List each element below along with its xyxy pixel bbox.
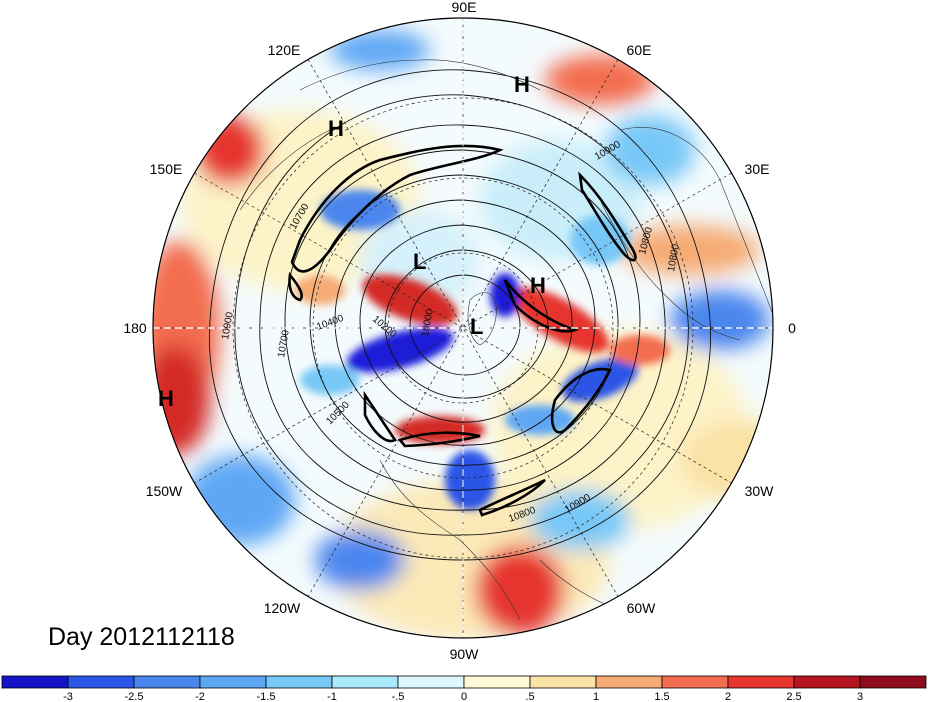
- colorbar-swatch: [1, 675, 69, 689]
- colorbar-tick-label: -2: [195, 691, 205, 702]
- pressure-center-h: H: [514, 72, 530, 97]
- lon-label-60w: 60W: [627, 600, 657, 616]
- colorbar-swatch: [331, 675, 399, 689]
- colorbar-swatch: [265, 675, 333, 689]
- pressure-center-h: H: [530, 273, 546, 298]
- colorbar-tick-label: -.5: [392, 691, 405, 702]
- lon-label-150w: 150W: [146, 483, 183, 499]
- lon-label-30e: 30E: [745, 161, 770, 177]
- pressure-centers: H H L H L H: [158, 72, 546, 411]
- colorbar-tick-label: 0: [461, 691, 467, 702]
- pressure-center-l: L: [413, 249, 426, 274]
- lon-label-120e: 120E: [268, 42, 301, 58]
- lon-label-150e: 150E: [150, 161, 183, 177]
- contour-label: 10800: [666, 243, 682, 273]
- pressure-center-h: H: [158, 386, 174, 411]
- pressure-center-l: L: [470, 314, 483, 339]
- colorbar-tick-label: .5: [525, 691, 534, 702]
- colorbar-tick-label: 3: [857, 691, 863, 702]
- date-caption: Day 2012112118: [48, 623, 235, 651]
- colorbar-tick-label: -2.5: [125, 691, 144, 702]
- colorbar-swatch: [133, 675, 201, 689]
- lon-label-30w: 30W: [745, 483, 775, 499]
- colorbar-swatch: [793, 675, 861, 689]
- lon-label-90e: 90E: [452, 0, 477, 15]
- colorbar-swatch: [67, 675, 135, 689]
- colorbar-tick-label: -1: [327, 691, 337, 702]
- lon-label-120w: 120W: [264, 600, 301, 616]
- pressure-center-h: H: [328, 116, 344, 141]
- longitude-labels: 90E 60E 30E 0 30W 60W 90W 120W 150W 180 …: [123, 0, 796, 662]
- colorbar-tick-label: 1: [593, 691, 599, 702]
- colorbar: -3 -2.5 -2 -1.5 -1 -.5 0 .5 1 1.5 2 2.5 3: [1, 675, 927, 702]
- colorbar-tick-label: 2.5: [786, 691, 801, 702]
- colorbar-swatch: [529, 675, 597, 689]
- colorbar-swatch: [463, 675, 531, 689]
- colorbar-swatch: [727, 675, 795, 689]
- colorbar-tick-label: 1.5: [654, 691, 669, 702]
- lon-label-0: 0: [788, 320, 796, 336]
- lon-label-180: 180: [123, 320, 147, 336]
- colorbar-swatch: [595, 675, 663, 689]
- colorbar-swatch: [397, 675, 465, 689]
- colorbar-swatch: [859, 675, 927, 689]
- colorbar-tick-label: -1.5: [257, 691, 276, 702]
- contour-label: 10000: [420, 308, 436, 338]
- contour-label: 10700: [276, 329, 292, 359]
- lon-label-90w: 90W: [450, 646, 480, 662]
- colorbar-swatch: [199, 675, 267, 689]
- colorbar-swatch: [661, 675, 729, 689]
- contour-label: 10900: [220, 311, 236, 341]
- lon-label-60e: 60E: [627, 42, 652, 58]
- map-boundary: [152, 17, 774, 639]
- colorbar-tick-label: -3: [63, 691, 73, 702]
- colorbar-tick-label: 2: [725, 691, 731, 702]
